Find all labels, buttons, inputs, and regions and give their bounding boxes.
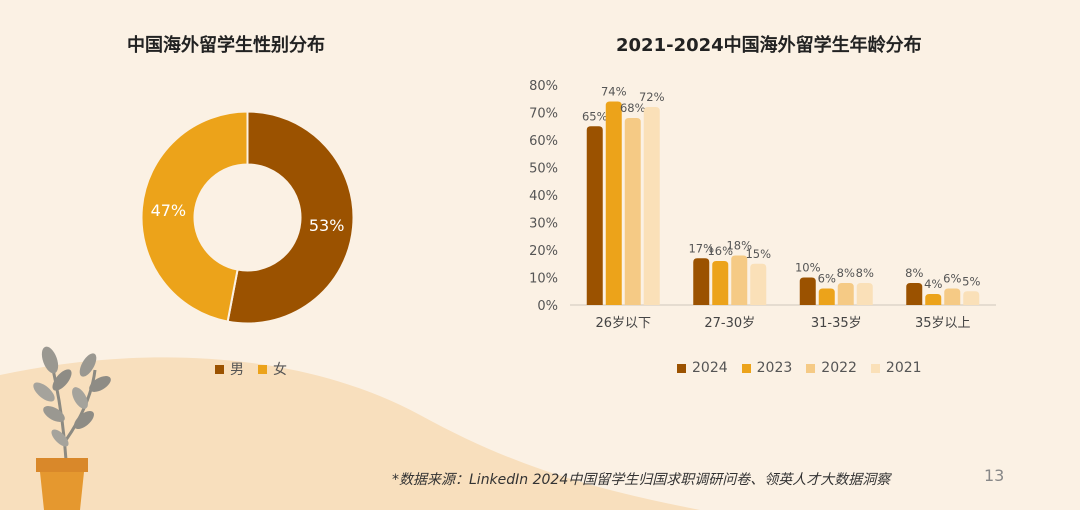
bar-value-label: 8%	[856, 266, 874, 280]
pie-slice-female	[140, 110, 249, 323]
pie-slice-label: 47%	[151, 201, 187, 220]
bar-2024-0	[586, 126, 603, 305]
x-category-label: 26岁以下	[595, 316, 651, 331]
legend-label-2022: 2022	[821, 360, 857, 376]
bar-2022-1	[731, 255, 748, 305]
legend-item-female: 女	[258, 359, 287, 379]
y-tick-label: 50%	[529, 162, 558, 177]
legend-swatch-female	[258, 364, 267, 374]
legend-item-2023: 2023	[741, 360, 793, 376]
bar-2024-2	[799, 277, 816, 305]
background-blob	[0, 357, 700, 510]
bar-2024-1	[693, 258, 710, 305]
x-category-label: 35岁以上	[915, 316, 971, 331]
bar-2021-3	[963, 291, 980, 305]
bar-value-label: 4%	[924, 277, 942, 291]
legend-item-2024: 2024	[677, 360, 728, 376]
bar-value-label: 15%	[745, 247, 771, 261]
bar-legend: 2024 2023 2022 2021	[677, 360, 936, 376]
page-number: 13	[984, 466, 1005, 485]
bar-2021-0	[643, 107, 660, 305]
legend-swatch-2021	[870, 363, 880, 373]
bar-2023-1	[712, 261, 729, 305]
pie-slice-label: 53%	[309, 216, 345, 235]
pie-slice-male	[226, 110, 355, 325]
bar-2021-2	[856, 283, 873, 305]
data-source-note: *数据来源：LinkedIn 2024中国留学生归国求职调研问卷、领英人才大数据…	[392, 472, 891, 488]
legend-item-male: 男	[215, 359, 244, 379]
x-category-label: 31-35岁	[811, 316, 862, 331]
legend-label-male: 男	[230, 362, 244, 378]
legend-swatch-2024	[677, 363, 686, 373]
bar-chart-title: 2021-2024中国海外留学生年龄分布	[616, 35, 922, 56]
bar-2024-3	[906, 283, 923, 305]
legend-swatch-male	[215, 364, 224, 374]
gender-donut-chart: 53% 47%	[140, 110, 355, 325]
bar-value-label: 16%	[707, 244, 733, 258]
legend-swatch-2023	[741, 363, 751, 373]
bar-value-label: 74%	[601, 85, 627, 99]
potted-plant-icon	[33, 346, 111, 510]
bar-2023-2	[818, 288, 835, 305]
legend-item-2021: 2021	[870, 360, 922, 376]
y-tick-label: 20%	[529, 244, 558, 259]
y-tick-label: 80%	[529, 79, 558, 94]
y-tick-label: 10%	[529, 272, 558, 287]
bar-value-label: 8%	[905, 266, 923, 280]
bar-value-label: 18%	[726, 239, 752, 253]
y-tick-label: 60%	[529, 134, 558, 149]
bar-value-label: 6%	[818, 272, 836, 286]
bar-value-label: 68%	[620, 101, 646, 115]
y-tick-label: 30%	[529, 217, 558, 232]
pie-chart-title: 中国海外留学生性别分布	[127, 35, 325, 56]
legend-label-2021: 2021	[885, 360, 922, 376]
y-tick-label: 70%	[529, 107, 558, 122]
bar-value-label: 6%	[943, 272, 961, 286]
bar-value-label: 10%	[795, 261, 821, 275]
legend-label-female: 女	[273, 362, 287, 378]
x-category-label: 27-30岁	[704, 316, 755, 331]
bar-2021-1	[750, 263, 767, 305]
bar-2022-2	[837, 283, 854, 305]
bar-value-label: 8%	[837, 266, 855, 280]
age-bar-chart: 0% 10% 20% 30% 40% 50% 60% 70% 80% 65% 74% 68%72% 26…	[529, 79, 996, 331]
pie-legend: 男 女	[215, 359, 301, 379]
legend-swatch-2022	[806, 363, 816, 373]
bar-2022-0	[624, 118, 641, 305]
bar-value-label: 72%	[639, 90, 665, 104]
legend-label-2024: 2024	[692, 360, 728, 376]
bar-2023-0	[605, 101, 622, 305]
bar-value-label: 5%	[962, 274, 980, 288]
bar-2022-3	[944, 288, 961, 305]
legend-item-2022: 2022	[806, 360, 857, 376]
bar-value-label: 17%	[688, 241, 714, 255]
bar-value-label: 65%	[582, 109, 608, 123]
y-tick-label: 0%	[537, 299, 558, 314]
y-tick-label: 40%	[529, 189, 558, 204]
bar-2023-3	[925, 294, 942, 305]
legend-label-2023: 2023	[756, 360, 793, 376]
